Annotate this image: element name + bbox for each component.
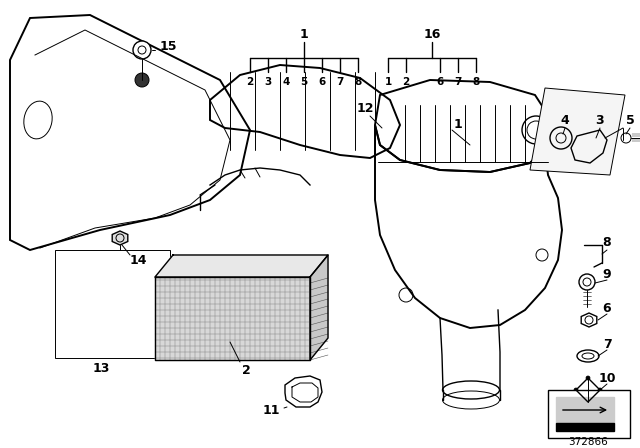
Text: 7: 7 [603, 337, 611, 350]
Text: 8: 8 [355, 77, 362, 87]
Circle shape [574, 388, 578, 392]
Text: 2: 2 [246, 77, 253, 87]
Circle shape [598, 388, 602, 392]
Text: 16: 16 [423, 27, 441, 40]
Text: 14: 14 [129, 254, 147, 267]
Text: 7: 7 [454, 77, 461, 87]
Text: 4: 4 [282, 77, 290, 87]
Bar [548, 390, 630, 438]
Text: 15: 15 [159, 39, 177, 52]
Text: 12: 12 [356, 102, 374, 115]
Circle shape [133, 41, 151, 59]
Text: 4: 4 [561, 113, 570, 126]
Text: 13: 13 [92, 362, 109, 375]
Text: 9: 9 [603, 267, 611, 280]
Text: 1: 1 [454, 119, 462, 132]
Text: 3: 3 [264, 77, 271, 87]
Polygon shape [155, 277, 310, 360]
Polygon shape [530, 88, 625, 175]
Circle shape [586, 376, 590, 380]
Polygon shape [556, 397, 614, 423]
Circle shape [586, 400, 590, 404]
Circle shape [135, 73, 149, 87]
Polygon shape [112, 231, 128, 245]
Text: 2: 2 [403, 77, 410, 87]
Text: 372866: 372866 [568, 437, 608, 447]
Text: 11: 11 [262, 404, 280, 417]
Text: 5: 5 [300, 77, 308, 87]
Text: 10: 10 [598, 371, 616, 384]
Text: 6: 6 [603, 302, 611, 314]
Text: 6: 6 [436, 77, 444, 87]
Text: 8: 8 [472, 77, 479, 87]
Text: 6: 6 [318, 77, 326, 87]
Text: 8: 8 [603, 236, 611, 249]
Text: 1: 1 [385, 77, 392, 87]
Polygon shape [155, 255, 328, 277]
Text: 3: 3 [595, 113, 604, 126]
Text: 1: 1 [300, 27, 308, 40]
Polygon shape [310, 255, 328, 360]
Polygon shape [556, 423, 614, 431]
Text: 2: 2 [242, 363, 250, 376]
Text: 7: 7 [336, 77, 344, 87]
Text: 5: 5 [626, 113, 634, 126]
Bar [55, 250, 170, 358]
